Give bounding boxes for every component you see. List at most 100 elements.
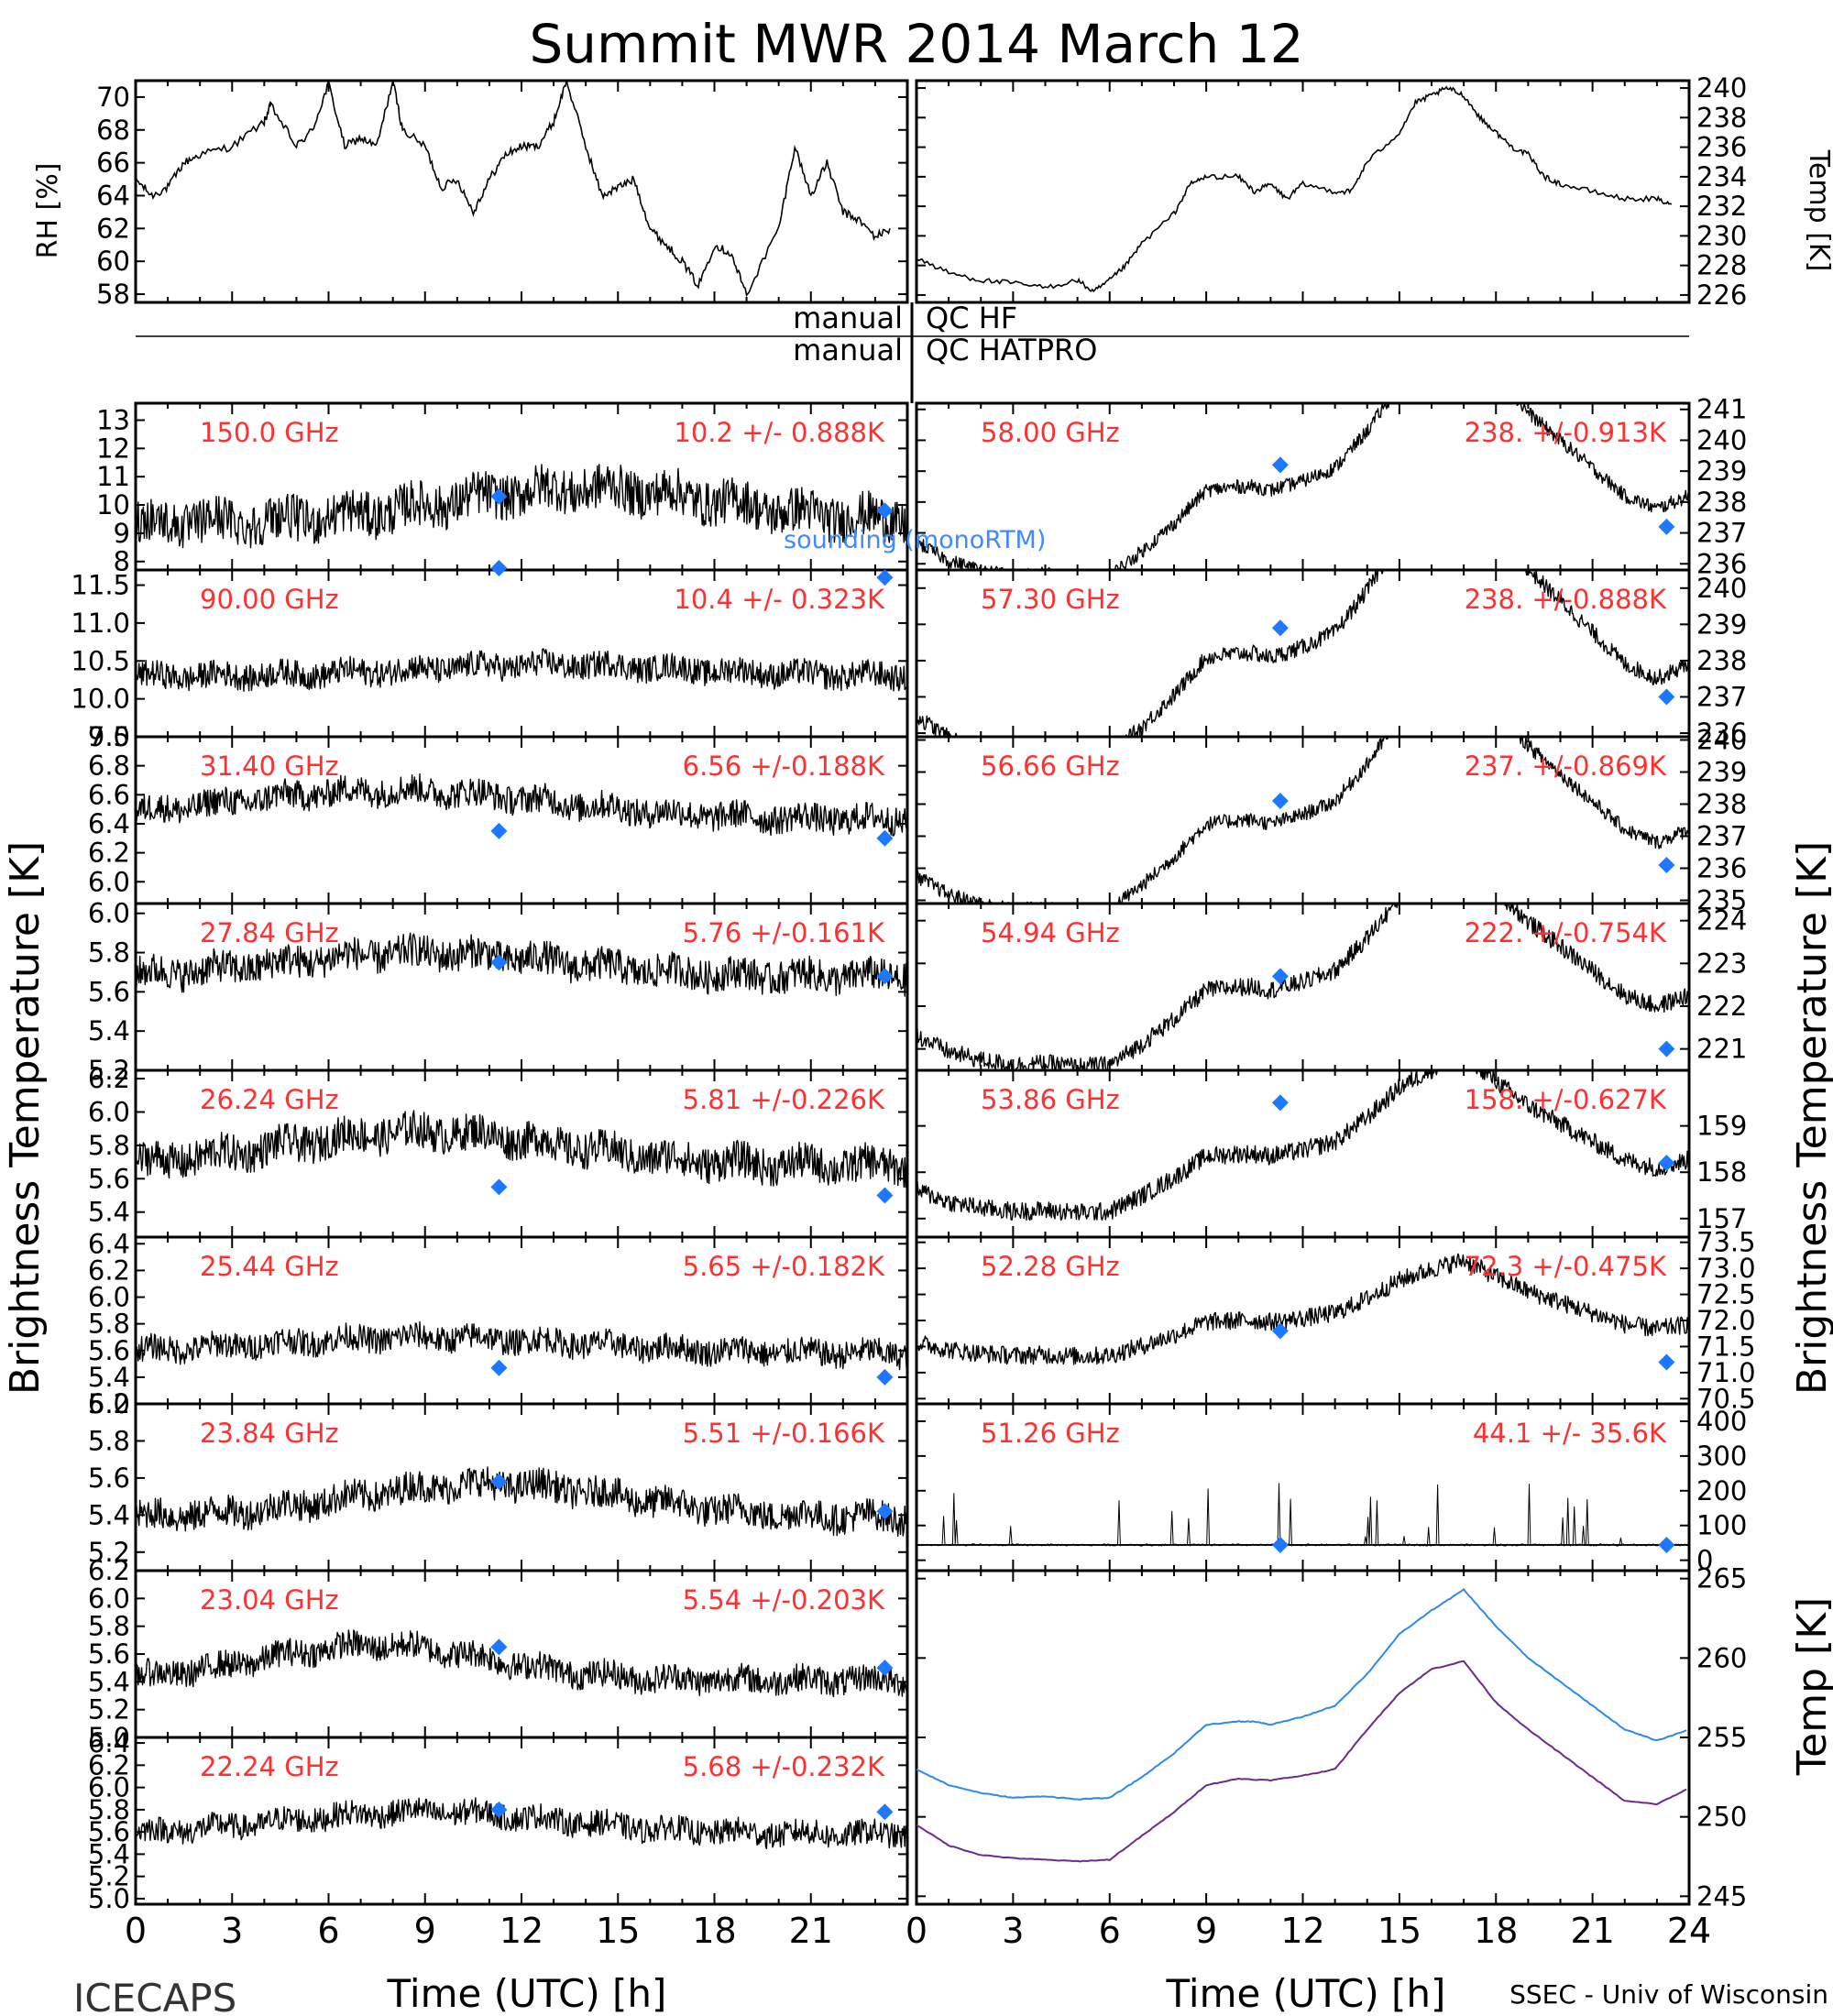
y-tick-label: 236 bbox=[1696, 718, 1747, 749]
y-tick-label: 238 bbox=[1696, 789, 1747, 820]
right-y-axis-label: Brightness Temperature [K] bbox=[1789, 841, 1833, 1395]
channel-frequency-ch2224: 22.24 GHz bbox=[200, 1751, 339, 1782]
y-tick-label: 8 bbox=[114, 546, 130, 577]
channel-trace-ch5666 bbox=[916, 736, 1690, 904]
x-tick-label: 3 bbox=[1002, 1911, 1024, 1951]
y-tick-label: 238 bbox=[1696, 487, 1747, 518]
y-tick-label: 260 bbox=[1696, 1642, 1747, 1673]
x-tick-label: 9 bbox=[414, 1911, 436, 1951]
y-tick-label: 9.5 bbox=[88, 721, 130, 752]
y-tick-label: 6.0 bbox=[88, 866, 130, 897]
channel-stats-ch2304: 5.54 +/-0.203K bbox=[683, 1584, 885, 1616]
x-tick-label: 15 bbox=[596, 1911, 640, 1951]
y-tick-label: 5.4 bbox=[88, 1197, 130, 1228]
sounding-marker-ch5228-0 bbox=[1271, 1322, 1289, 1340]
y-tick-label: 5.8 bbox=[88, 1425, 130, 1456]
y-tick-label: 5.8 bbox=[88, 1611, 130, 1642]
channel-trace-ch2544 bbox=[135, 1320, 908, 1371]
x-tick-label: 18 bbox=[692, 1911, 736, 1951]
y-tick-label: 5.4 bbox=[88, 1666, 130, 1697]
x-tick-label: 24 bbox=[1667, 1911, 1711, 1951]
y-tick-label: 73.0 bbox=[1696, 1253, 1756, 1284]
y-tick-label: 11.0 bbox=[71, 608, 130, 639]
y-tick-label: 228 bbox=[1696, 250, 1747, 281]
sounding-marker-ch5386-1 bbox=[1658, 1155, 1675, 1172]
y-tick-label: 222 bbox=[1696, 991, 1747, 1022]
y-tick-label: 5.2 bbox=[88, 1861, 130, 1892]
y-tick-label: 70 bbox=[96, 82, 130, 113]
y-tick-label: 5.4 bbox=[88, 1499, 130, 1530]
y-tick-label: 10.5 bbox=[71, 645, 130, 676]
y-tick-label: 232 bbox=[1696, 191, 1747, 222]
y-tick-label: 5.6 bbox=[88, 1335, 130, 1366]
y-tick-label: 6.2 bbox=[88, 838, 130, 869]
y-tick-label: 5.8 bbox=[88, 1309, 130, 1340]
y-tick-label: 5.4 bbox=[88, 1015, 130, 1046]
y-tick-label: 66 bbox=[96, 148, 130, 179]
qc-hatpro-word: manual bbox=[793, 333, 903, 367]
sounding-marker-ch90-1 bbox=[876, 569, 894, 586]
channel-stats-ch5494: 222. +/-0.754K bbox=[1465, 917, 1667, 948]
y-tick-label: 5.0 bbox=[88, 1722, 130, 1753]
y-tick-label: 255 bbox=[1696, 1722, 1747, 1753]
sounding-marker-ch2224-1 bbox=[876, 1803, 894, 1821]
figure-title: Summit MWR 2014 March 12 bbox=[529, 13, 1303, 75]
channel-frequency-ch5730: 57.30 GHz bbox=[981, 584, 1120, 615]
x-tick-label: 9 bbox=[1195, 1911, 1217, 1951]
y-tick-label: 238 bbox=[1696, 102, 1747, 133]
x-tick-label: 0 bbox=[906, 1911, 927, 1951]
sounding-marker-ch5666-0 bbox=[1271, 793, 1289, 809]
y-tick-label: 237 bbox=[1696, 821, 1747, 852]
y-tick-label: 5.6 bbox=[88, 1638, 130, 1670]
channel-stats-ch5666: 237. +/-0.869K bbox=[1465, 751, 1667, 782]
x-tick-label: 21 bbox=[789, 1911, 833, 1951]
channel-frequency-ch90: 90.00 GHz bbox=[200, 584, 339, 615]
y-tick-label: 6.4 bbox=[88, 808, 130, 839]
y-tick-label: 12 bbox=[96, 433, 130, 464]
y-tick-label: 100 bbox=[1696, 1510, 1747, 1541]
y-tick-label: 6.4 bbox=[88, 1228, 130, 1259]
channel-stats-ch5228: 72.3 +/-0.475K bbox=[1465, 1251, 1667, 1282]
y-tick-label: 265 bbox=[1696, 1563, 1747, 1594]
y-tick-label: 236 bbox=[1696, 853, 1747, 884]
sounding-marker-ch5730-0 bbox=[1271, 619, 1289, 637]
y-tick-label: 70.5 bbox=[1696, 1383, 1756, 1414]
blackbody-line-1 bbox=[916, 1660, 1687, 1863]
qc-hf-word: manual bbox=[793, 301, 903, 335]
y-tick-label: 5.0 bbox=[88, 1883, 130, 1914]
channel-trace-ch150 bbox=[135, 464, 908, 549]
y-tick-label: 240 bbox=[1696, 72, 1747, 104]
y-tick-label: 71.5 bbox=[1696, 1331, 1756, 1362]
y-tick-label: 300 bbox=[1696, 1441, 1747, 1472]
temp-series-line bbox=[916, 85, 1673, 293]
y-tick-label: 6.2 bbox=[88, 1555, 130, 1586]
sounding-marker-ch3140-1 bbox=[876, 829, 894, 847]
y-tick-label: 6.4 bbox=[88, 1727, 130, 1759]
y-tick-label: 60 bbox=[96, 246, 130, 277]
x-tick-label: 21 bbox=[1570, 1911, 1614, 1951]
sounding-marker-ch5800-0 bbox=[1271, 456, 1289, 474]
y-tick-label: 6.6 bbox=[88, 779, 130, 810]
sounding-marker-ch5228-1 bbox=[1658, 1353, 1675, 1371]
channel-stats-ch5730: 238. +/-0.888K bbox=[1465, 584, 1667, 615]
y-tick-label: 236 bbox=[1696, 132, 1747, 163]
y-tick-label: 6.0 bbox=[88, 1772, 130, 1803]
y-tick-label: 6.2 bbox=[88, 1749, 130, 1780]
sounding-marker-ch2784-0 bbox=[490, 954, 508, 971]
y-tick-label: 250 bbox=[1696, 1802, 1747, 1833]
y-tick-label: 239 bbox=[1696, 608, 1747, 640]
y-tick-label: 64 bbox=[96, 180, 130, 211]
channel-frequency-ch2384: 23.84 GHz bbox=[200, 1418, 339, 1449]
channel-frequency-ch3140: 31.40 GHz bbox=[200, 751, 339, 782]
y-tick-label: 159 bbox=[1696, 1111, 1747, 1142]
sounding-marker-ch5126-0 bbox=[1271, 1536, 1289, 1553]
qc-hatpro-label: QC HATPRO bbox=[926, 333, 1097, 367]
y-tick-label: 6.0 bbox=[88, 1583, 130, 1614]
y-tick-label: 71.0 bbox=[1696, 1357, 1756, 1388]
x-tick-label: 6 bbox=[317, 1911, 339, 1951]
channel-trace-ch2304 bbox=[135, 1629, 908, 1698]
sounding-marker-ch2784-1 bbox=[876, 968, 894, 985]
sounding-marker-ch2304-0 bbox=[490, 1638, 508, 1656]
channel-stats-ch2384: 5.51 +/-0.166K bbox=[683, 1418, 885, 1449]
y-tick-label: 11.5 bbox=[71, 570, 130, 601]
